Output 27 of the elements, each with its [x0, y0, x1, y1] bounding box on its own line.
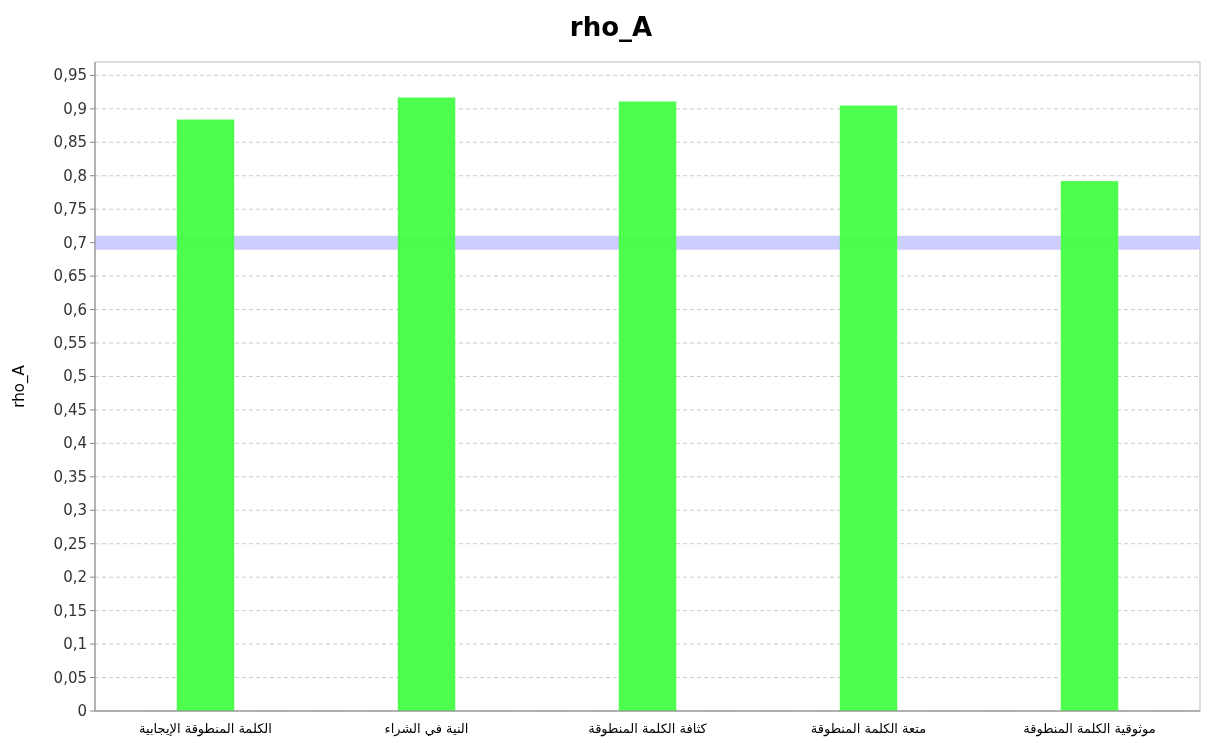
- x-tick-label: النية في الشراء: [384, 721, 469, 737]
- y-tick-label: 0,05: [53, 668, 87, 687]
- y-tick-label: 0,2: [63, 568, 87, 587]
- y-tick-label: 0: [77, 702, 87, 720]
- y-tick-label: 0,8: [63, 166, 87, 185]
- y-tick-label: 0,3: [63, 501, 87, 520]
- x-tick-label: كثافة الكلمة المنطوقة: [588, 721, 708, 737]
- y-tick-label: 0,95: [53, 66, 87, 85]
- y-tick-label: 0,75: [53, 200, 87, 219]
- y-tick-label: 0,55: [53, 334, 87, 353]
- y-tick-label: 0,4: [63, 434, 87, 453]
- y-tick-label: 0,85: [53, 133, 87, 152]
- x-tick-label: موثوقية الكلمة المنطوقة: [1023, 721, 1156, 737]
- y-tick-label: 0,6: [63, 300, 87, 319]
- y-tick-label: 0,65: [53, 267, 87, 286]
- y-tick-label: 0,7: [63, 233, 87, 252]
- y-tick-label: 0,45: [53, 400, 87, 419]
- y-tick-label: 0,1: [63, 635, 87, 654]
- y-tick-label: 0,35: [53, 467, 87, 486]
- x-tick-label: الكلمة المنطوقة الإيجابية: [139, 721, 272, 737]
- chart-title: rho_A: [569, 12, 653, 42]
- x-tick-label: متعة الكلمة المنطوقة: [810, 721, 927, 737]
- y-tick-label: 0,15: [53, 601, 87, 620]
- y-tick-label: 0,5: [63, 367, 87, 386]
- y-tick-label: 0,25: [53, 534, 87, 553]
- y-tick-label: 0,9: [63, 99, 87, 118]
- y-axis-title: rho_A: [10, 364, 29, 408]
